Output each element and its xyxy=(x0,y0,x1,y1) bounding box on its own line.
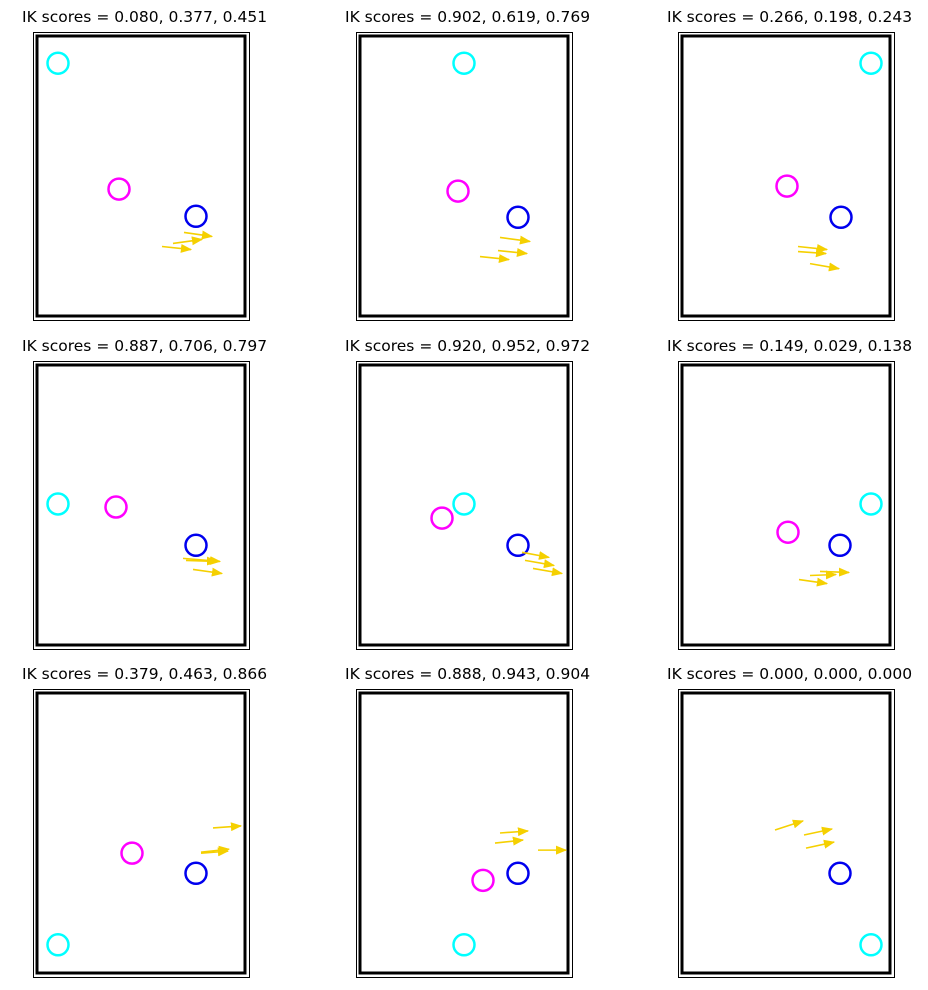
subplot-title: IK scores = 0.149, 0.029, 0.138 xyxy=(667,337,913,355)
magenta-circle-point xyxy=(776,520,800,544)
blue-circle-point xyxy=(828,533,852,558)
plot-area xyxy=(356,689,573,978)
yellow-arrow xyxy=(185,556,219,566)
plot-area xyxy=(678,361,895,650)
yellow-arrow xyxy=(809,570,838,580)
yellow-arrow xyxy=(499,235,532,245)
axes-frame xyxy=(33,361,250,650)
subplot-title: IK scores = 0.000, 0.000, 0.000 xyxy=(667,665,913,683)
yellow-arrow xyxy=(479,254,511,264)
subplot-title: IK scores = 0.887, 0.706, 0.797 xyxy=(22,337,268,355)
subplot-5: IK scores = 0.920, 0.952, 0.972 xyxy=(345,335,591,655)
subplot-title: IK scores = 0.920, 0.952, 0.972 xyxy=(345,337,591,355)
yellow-arrow xyxy=(803,826,834,836)
arena-wall xyxy=(358,363,570,647)
arena-wall xyxy=(358,34,570,318)
blue-circle-point xyxy=(184,533,208,558)
cyan-circle-point xyxy=(46,933,70,957)
yellow-arrow xyxy=(798,577,829,587)
cyan-circle-point xyxy=(859,51,883,75)
magenta-circle-point xyxy=(446,179,470,203)
blue-circle-point xyxy=(184,204,208,229)
yellow-arrow xyxy=(797,248,828,258)
cyan-circle-point xyxy=(859,933,883,957)
plot-area xyxy=(356,361,573,650)
plot-area xyxy=(678,689,895,978)
subplot-7: IK scores = 0.379, 0.463, 0.866 xyxy=(22,663,268,983)
subplot-title: IK scores = 0.902, 0.619, 0.769 xyxy=(345,8,591,26)
yellow-arrow xyxy=(797,244,829,253)
subplot-6: IK scores = 0.149, 0.029, 0.138 xyxy=(667,335,913,655)
yellow-arrow xyxy=(497,248,529,257)
arena-wall xyxy=(35,363,247,647)
subplot-4: IK scores = 0.887, 0.706, 0.797 xyxy=(22,335,268,655)
subplot-title: IK scores = 0.266, 0.198, 0.243 xyxy=(667,8,913,26)
yellow-arrow xyxy=(212,822,243,832)
yellow-arrow xyxy=(192,567,224,577)
yellow-arrow xyxy=(183,230,214,240)
cyan-circle-point xyxy=(46,492,70,516)
axes-frame xyxy=(678,361,895,650)
blue-circle-point xyxy=(184,861,208,886)
blue-circle-point xyxy=(506,533,530,558)
axes-frame xyxy=(678,32,895,321)
magenta-circle-point xyxy=(775,174,799,198)
cyan-circle-point xyxy=(859,492,883,516)
yellow-arrow xyxy=(532,567,564,577)
axes-frame xyxy=(33,32,250,321)
arena-wall xyxy=(35,691,247,975)
yellow-arrow xyxy=(524,559,556,569)
arena-wall xyxy=(680,691,892,975)
yellow-arrow xyxy=(200,847,230,857)
subplot-title: IK scores = 0.379, 0.463, 0.866 xyxy=(22,665,268,683)
yellow-arrow xyxy=(161,244,193,253)
yellow-arrow xyxy=(774,819,805,831)
subplot-title: IK scores = 0.888, 0.943, 0.904 xyxy=(345,665,591,683)
plot-area xyxy=(356,32,573,321)
blue-circle-point xyxy=(829,205,853,230)
magenta-circle-point xyxy=(471,868,495,893)
magenta-circle-point xyxy=(107,177,131,201)
cyan-circle-point xyxy=(46,51,70,75)
subplot-3: IK scores = 0.266, 0.198, 0.243 xyxy=(667,6,913,326)
yellow-arrow xyxy=(809,262,841,272)
yellow-arrow xyxy=(805,839,836,849)
blue-circle-point xyxy=(828,861,852,886)
arena-wall xyxy=(680,363,892,647)
axes-frame xyxy=(678,689,895,978)
blue-circle-point xyxy=(506,861,530,886)
magenta-circle-point xyxy=(104,495,128,519)
subplot-1: IK scores = 0.080, 0.377, 0.451 xyxy=(22,6,268,326)
yellow-arrow xyxy=(172,236,204,246)
plot-area xyxy=(678,32,895,321)
magenta-circle-point xyxy=(430,506,454,530)
subplot-2: IK scores = 0.902, 0.619, 0.769 xyxy=(345,6,591,326)
subplot-8: IK scores = 0.888, 0.943, 0.904 xyxy=(345,663,591,983)
yellow-arrow xyxy=(819,567,851,577)
cyan-circle-point xyxy=(452,51,476,75)
cyan-circle-point xyxy=(452,933,476,957)
yellow-arrow xyxy=(494,836,525,846)
axes-frame xyxy=(33,689,250,978)
yellow-arrow xyxy=(521,551,551,560)
plot-area xyxy=(33,361,250,650)
arena-wall xyxy=(358,691,570,975)
arena-wall xyxy=(680,34,892,318)
axes-frame xyxy=(356,32,573,321)
axes-frame xyxy=(356,361,573,650)
plot-area xyxy=(33,32,250,321)
arena-wall xyxy=(35,34,247,318)
cyan-circle-point xyxy=(452,492,476,516)
subplot-9: IK scores = 0.000, 0.000, 0.000 xyxy=(667,663,913,983)
yellow-arrow xyxy=(499,827,530,837)
subplot-title: IK scores = 0.080, 0.377, 0.451 xyxy=(22,8,268,26)
magenta-circle-point xyxy=(120,841,144,865)
plot-area xyxy=(33,689,250,978)
axes-frame xyxy=(356,689,573,978)
blue-circle-point xyxy=(506,205,530,230)
